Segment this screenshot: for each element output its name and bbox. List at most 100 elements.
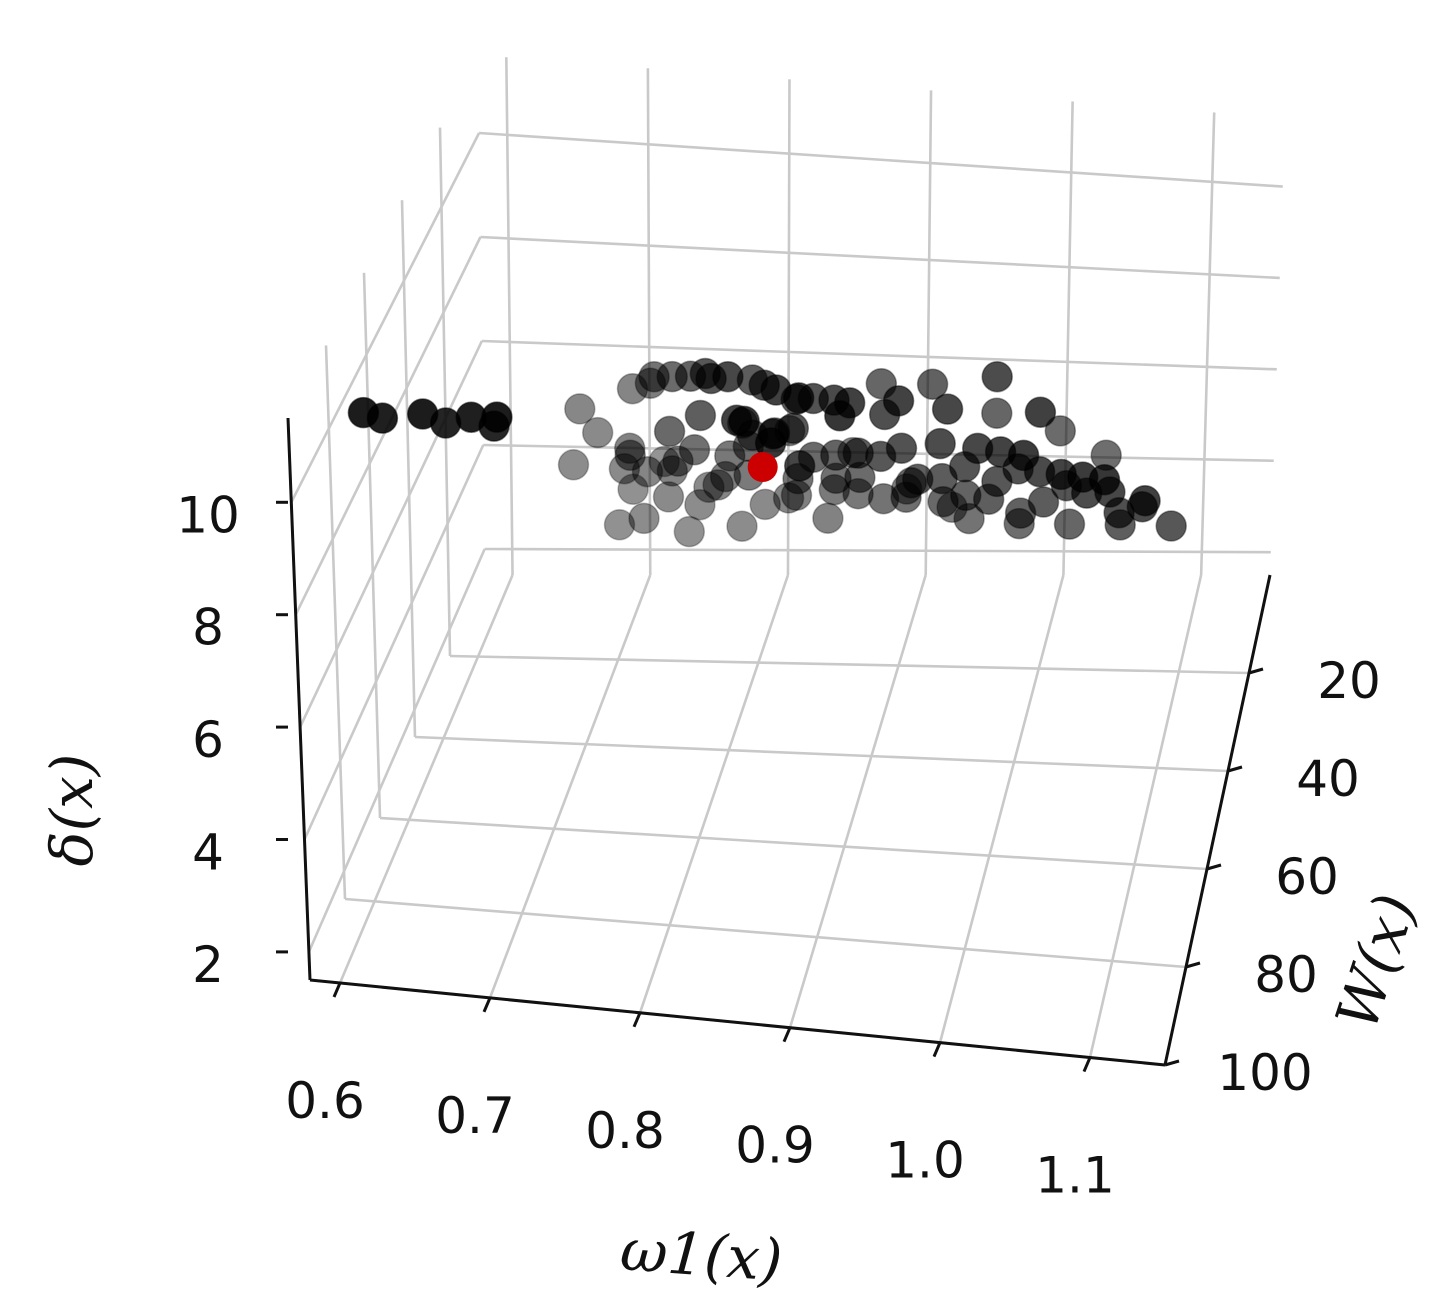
data-point	[406, 398, 439, 430]
side-gridline-y	[400, 200, 417, 738]
back-gridline-z	[480, 235, 1280, 280]
data-point	[603, 509, 636, 541]
y-tick-mark	[1164, 1059, 1180, 1067]
z-axis-label: δ(x)	[38, 754, 106, 867]
floor-gridline-x	[488, 574, 652, 999]
x-tick-label: 1.1	[1035, 1147, 1115, 1205]
data-point	[712, 360, 744, 393]
data-point	[684, 399, 717, 432]
data-point	[1027, 486, 1060, 518]
x-tick-mark	[932, 1042, 942, 1058]
data-point	[652, 481, 685, 513]
side-gridline-y	[362, 272, 382, 819]
y-axis-line	[1163, 574, 1272, 1066]
data-point	[749, 488, 781, 521]
data-point	[924, 427, 956, 460]
data-point	[916, 368, 949, 400]
y-tick-label: 100	[1217, 1044, 1312, 1102]
data-point	[653, 415, 686, 448]
data-point	[1007, 439, 1040, 472]
back-wall-grid	[478, 57, 1283, 576]
z-tick-label: 4	[192, 824, 224, 882]
y-tick-label: 80	[1254, 946, 1318, 1004]
data-point	[678, 434, 711, 466]
data-point	[812, 502, 844, 534]
floor-gridline-y	[344, 897, 1187, 969]
data-point	[628, 502, 660, 535]
highlight-point	[747, 452, 778, 482]
data-point	[726, 510, 758, 542]
x-tick-label: 0.6	[285, 1072, 365, 1130]
data-point	[684, 488, 716, 521]
data-point	[614, 439, 646, 472]
y-tick-label: 60	[1275, 848, 1339, 906]
x-tick-mark	[782, 1027, 792, 1043]
data-point	[481, 401, 513, 433]
z-tick-label: 10	[176, 486, 240, 544]
x-tick-label: 0.7	[435, 1087, 515, 1145]
data-point	[981, 397, 1013, 429]
back-gridline-x	[924, 90, 933, 576]
side-gridline-z	[307, 548, 486, 953]
z-tick-label: 2	[192, 936, 224, 994]
data-point	[1053, 508, 1086, 540]
y-tick-mark	[1206, 863, 1222, 871]
side-gridline-z	[298, 340, 484, 728]
x-axis-line	[309, 978, 1166, 1067]
x-tick-mark	[482, 997, 492, 1013]
side-wall-grid	[286, 127, 486, 981]
data-point	[728, 405, 760, 438]
side-gridline-y	[438, 127, 452, 657]
side-gridline-y	[324, 345, 347, 900]
y-tick-mark	[1185, 961, 1201, 969]
data-point	[824, 400, 856, 432]
data-point	[557, 449, 590, 481]
x-tick-mark	[1082, 1056, 1092, 1073]
floor-gridline-x	[638, 574, 790, 1014]
data-point	[885, 432, 918, 464]
data-point	[1155, 510, 1187, 542]
data-point	[782, 382, 815, 414]
floor-gridline-x	[1088, 574, 1203, 1058]
floor-gridline-x	[788, 574, 927, 1029]
back-gridline-x	[1199, 112, 1216, 576]
y-axis-label: W(x)	[1322, 886, 1429, 1038]
y-tick-label: 20	[1317, 652, 1381, 710]
floor-gridline-x	[338, 574, 514, 984]
back-gridline-z	[481, 339, 1277, 371]
data-point	[1024, 396, 1057, 428]
side-gridline-z	[290, 132, 481, 503]
data-point	[981, 360, 1013, 393]
tick-labels: 0.6 0.7 0.8 0.9 1.0 1.1 20 40 60 80 100 2 4 6 8 10	[176, 486, 1381, 1204]
side-gridline-z	[303, 444, 485, 841]
x-tick-label: 0.8	[585, 1102, 665, 1160]
data-point	[673, 515, 706, 548]
data-point	[581, 416, 614, 449]
z-axis-line	[286, 417, 312, 981]
data-point	[617, 473, 649, 506]
y-tick-mark	[1248, 667, 1264, 675]
x-axis-label: ω1(x)	[618, 1215, 785, 1294]
floor-gridline-y	[379, 816, 1208, 871]
back-gridline-x	[505, 57, 514, 576]
z-tick-label: 6	[192, 711, 224, 769]
data-point	[931, 393, 964, 425]
data-point	[783, 450, 816, 482]
floor-gridline-x	[938, 574, 1065, 1043]
data-point	[564, 393, 596, 425]
floor-gridline-y	[414, 735, 1229, 773]
axes	[276, 417, 1272, 1073]
back-gridline-x	[646, 68, 652, 576]
data-points	[347, 357, 1187, 548]
data-point	[1129, 484, 1161, 517]
x-tick-label: 1.0	[885, 1132, 965, 1190]
y-tick-mark	[1227, 765, 1243, 773]
back-gridline-z	[484, 547, 1271, 554]
data-point	[347, 396, 380, 429]
data-point	[1044, 415, 1077, 447]
x-tick-mark	[632, 1012, 642, 1028]
data-point	[1088, 463, 1121, 496]
x-tick-label: 0.9	[735, 1117, 815, 1175]
floor-gridline-y	[449, 654, 1250, 675]
